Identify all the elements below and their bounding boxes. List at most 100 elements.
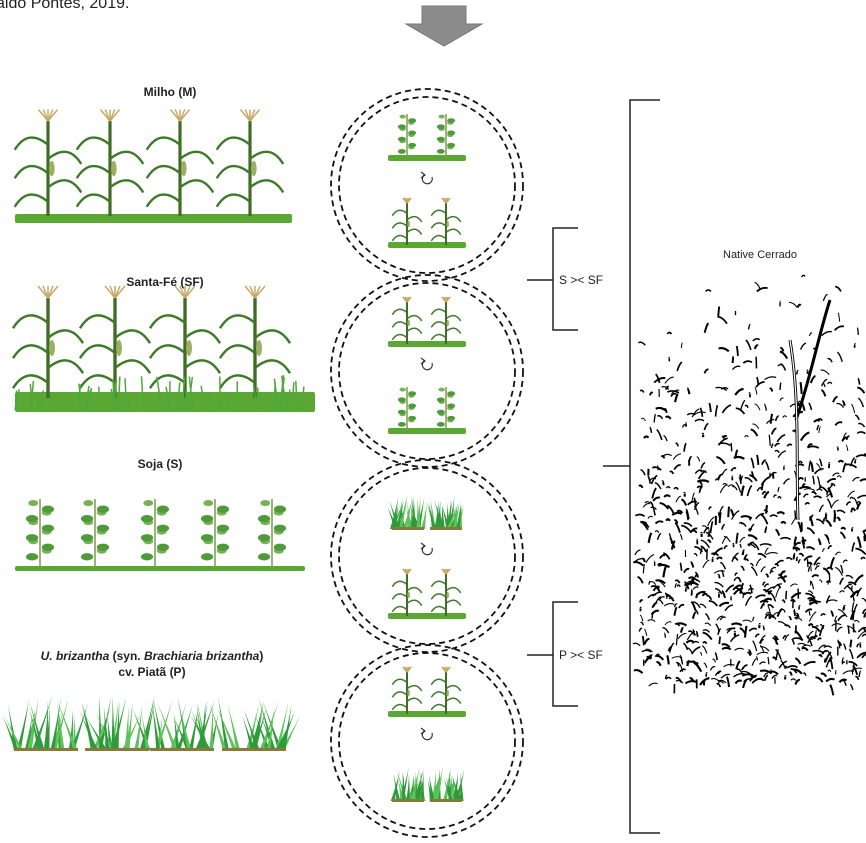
- ground: [15, 392, 315, 412]
- sketch-stroke: [702, 641, 708, 645]
- sketch-stroke: [747, 543, 757, 549]
- leaf: [391, 691, 408, 698]
- leaf: [96, 505, 110, 513]
- sketch-stroke: [784, 674, 787, 680]
- leaf: [216, 524, 230, 532]
- sketch-stroke: [815, 676, 824, 683]
- sketch-stroke: [708, 600, 719, 607]
- leaf: [156, 505, 170, 513]
- sketch-stroke: [796, 369, 799, 375]
- sketch-stroke: [675, 442, 679, 447]
- sketch-stroke: [702, 631, 713, 641]
- blade: [273, 378, 280, 411]
- sketch-stroke: [776, 511, 786, 515]
- sketch-stroke: [653, 413, 657, 423]
- sketch-stroke: [640, 621, 645, 626]
- sketch-stroke: [645, 553, 655, 563]
- sketch-stroke: [795, 614, 799, 620]
- corn-plant: [391, 296, 423, 344]
- leaf: [408, 118, 417, 123]
- sketch-stroke: [644, 501, 651, 504]
- system-label: Milho (M): [144, 85, 197, 99]
- sketch-stroke: [719, 616, 726, 621]
- corn-plant: [13, 109, 83, 216]
- sketch-stroke: [700, 470, 708, 474]
- sketch-stroke: [694, 546, 704, 553]
- sketch-stroke: [774, 442, 781, 447]
- leaf: [273, 505, 287, 513]
- sketch-stroke: [857, 397, 865, 408]
- ground: [388, 155, 466, 161]
- sketch-stroke: [804, 608, 813, 613]
- sketch-stroke: [655, 406, 667, 412]
- sketch-stroke: [742, 619, 752, 623]
- sketch-stroke: [703, 422, 709, 431]
- sketch-stroke: [742, 679, 748, 689]
- sketch-stroke: [835, 620, 837, 631]
- sketch-stroke: [826, 478, 837, 484]
- sketch-stroke: [634, 513, 646, 518]
- sketch-stroke: [788, 671, 793, 676]
- blade: [402, 496, 413, 529]
- blade: [434, 499, 439, 529]
- system-label: Soja (S): [138, 457, 183, 471]
- sketch-stroke: [769, 514, 778, 518]
- sketch-stroke: [745, 339, 752, 351]
- blade: [295, 380, 298, 411]
- leaf: [140, 534, 154, 542]
- sketch-stroke: [807, 561, 813, 566]
- sketch-stroke: [653, 377, 666, 384]
- leaf: [391, 321, 408, 328]
- leaf: [109, 150, 145, 165]
- leaf: [184, 329, 222, 344]
- sketch-stroke: [693, 601, 701, 609]
- sketch-stroke: [784, 624, 791, 629]
- leaf: [28, 500, 39, 507]
- sketch-stroke: [834, 325, 845, 331]
- leaf: [254, 329, 292, 344]
- soy-plant: [257, 499, 287, 567]
- sketch-stroke: [686, 412, 696, 416]
- blade: [393, 773, 401, 801]
- sketch-stroke: [821, 548, 826, 553]
- sketch-stroke: [799, 381, 803, 395]
- leaf: [200, 534, 214, 542]
- sketch-stroke: [765, 611, 770, 616]
- sketch-stroke: [734, 679, 743, 685]
- sketch-stroke: [688, 630, 697, 636]
- leaf: [41, 543, 55, 551]
- tassel: [244, 285, 256, 299]
- sketch-stroke: [815, 562, 821, 566]
- ground: [388, 341, 466, 347]
- sketch-stroke: [735, 407, 746, 415]
- leaf: [445, 586, 462, 594]
- sketch-stroke: [665, 486, 671, 489]
- sketch-stroke: [656, 415, 664, 420]
- sketch-stroke: [816, 417, 823, 422]
- blade: [2, 715, 19, 750]
- sketch-stroke: [651, 487, 657, 499]
- sketch-stroke: [721, 435, 726, 439]
- grass-tuft: [79, 695, 155, 751]
- sketch-stroke: [829, 657, 834, 670]
- sketch-stroke: [756, 487, 762, 492]
- ear: [407, 319, 410, 327]
- sketch-stroke: [794, 510, 797, 520]
- sketch-stroke: [729, 634, 740, 643]
- sketch-stroke: [692, 628, 696, 636]
- sketch-stroke: [699, 546, 704, 555]
- sketch-stroke: [839, 577, 844, 585]
- sketch-stroke: [763, 674, 769, 682]
- sketch-stroke: [769, 570, 774, 574]
- sketch-stroke: [808, 515, 814, 527]
- leaf: [430, 691, 447, 698]
- sketch-stroke: [701, 592, 708, 597]
- sketch-stroke: [675, 633, 679, 646]
- rotation-head: [420, 727, 426, 735]
- sketch-stroke: [720, 387, 729, 390]
- ear: [180, 160, 187, 177]
- sketch-stroke: [706, 539, 712, 544]
- sketch-stroke: [806, 546, 816, 551]
- sketch-stroke: [808, 332, 813, 337]
- sketch-stroke: [834, 285, 842, 292]
